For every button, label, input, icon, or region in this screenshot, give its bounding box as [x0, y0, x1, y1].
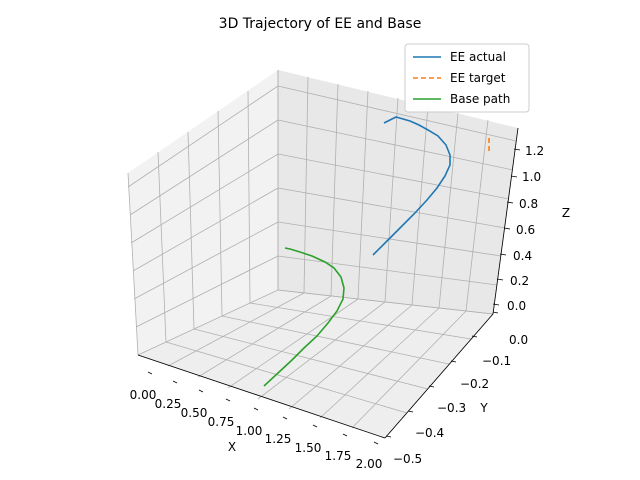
axis-edges: [137, 127, 519, 439]
x-tick-label: 1.00: [236, 424, 263, 438]
z-tick-label: 0.2: [510, 274, 529, 288]
x-tick-label: 0.50: [181, 406, 208, 420]
y-tick-marks: [385, 311, 499, 438]
pane-floor: [138, 290, 493, 438]
y-tick-label: −0.3: [437, 401, 466, 415]
legend: EE actual EE target Base path: [404, 43, 530, 113]
x-tick-label: 1.50: [295, 441, 322, 455]
legend-label: EE target: [450, 71, 506, 85]
x-axis-label: X: [228, 440, 236, 454]
z-axis-label: Z: [562, 206, 570, 220]
y-tick-label: 0.0: [509, 333, 528, 347]
z-tick-label: 0.0: [507, 299, 526, 313]
z-tick-label: 0.6: [516, 223, 535, 237]
x-tick-marks: [147, 371, 379, 445]
x-tick-label: 0.75: [208, 415, 235, 429]
z-tick-labels: 0.0 0.2 0.4 0.6 0.8 1.0 1.2: [507, 144, 544, 313]
x-tick-label: 2.00: [356, 457, 383, 471]
x-tick-labels: 0.00 0.25 0.50 0.75 1.00 1.25 1.50 1.75 …: [130, 388, 383, 471]
series-line-ee-actual: [372, 116, 451, 256]
z-tick-marks: [492, 148, 521, 306]
y-tick-label: −0.4: [415, 426, 444, 440]
x-tick-label: 0.00: [130, 388, 157, 402]
y-axis-label: Y: [479, 401, 488, 415]
series-line-base-path: [263, 247, 345, 387]
legend-label: EE actual: [450, 50, 506, 64]
x-tick-label: 1.25: [265, 432, 292, 446]
z-tick-label: 1.2: [525, 144, 544, 158]
x-tick-label: 0.25: [155, 397, 182, 411]
y-tick-labels: 0.0 −0.1 −0.2 −0.3 −0.4 −0.5: [393, 333, 528, 466]
legend-label: Base path: [450, 92, 510, 106]
y-tick-label: −0.2: [460, 377, 489, 391]
y-tick-label: −0.5: [393, 452, 422, 466]
chart-title: 3D Trajectory of EE and Base: [219, 16, 422, 32]
z-tick-label: 0.8: [519, 197, 538, 211]
pane-left: [128, 70, 278, 355]
x-tick-label: 1.75: [325, 449, 352, 463]
z-tick-label: 1.0: [522, 170, 541, 184]
y-tick-label: −0.1: [482, 354, 511, 368]
z-tick-label: 0.4: [513, 249, 532, 263]
pane-back: [278, 70, 518, 314]
